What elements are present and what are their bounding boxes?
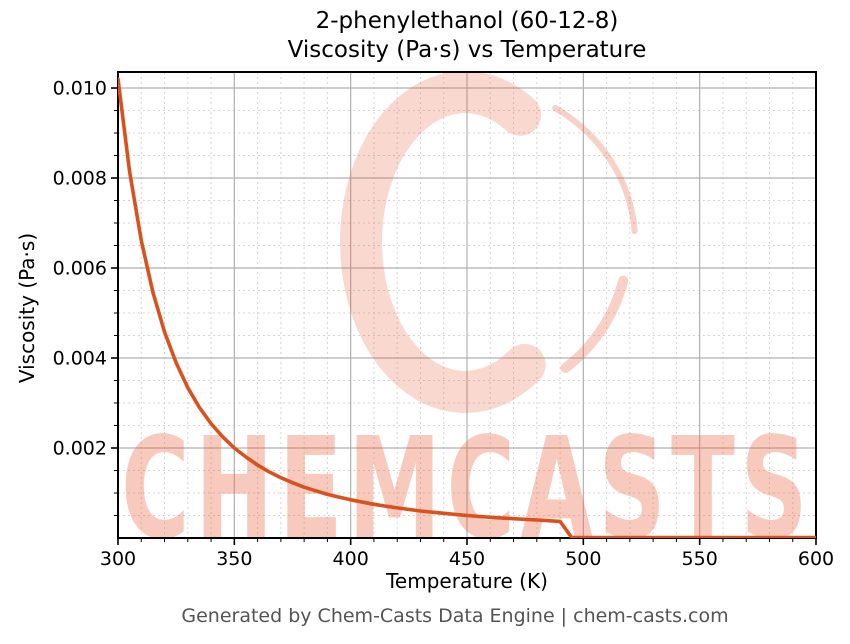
x-tick-label: 400 — [333, 548, 369, 570]
viscosity-curve — [118, 77, 816, 538]
watermark-logo-tail-bottom — [560, 275, 629, 374]
y-tick-label: 0.010 — [53, 78, 107, 100]
watermark-text: CHEMCASTS — [121, 408, 813, 571]
x-tick-label: 350 — [216, 548, 252, 570]
x-tick-label: 550 — [682, 548, 718, 570]
x-axis-label: Temperature (K) — [386, 569, 548, 593]
chart-title: 2-phenylethanol (60-12-8) Viscosity (Pa·… — [118, 7, 816, 65]
axis-ticks: 300 350 400 450 500 550 600 0.002 0.004 0.006 0.00… — [53, 78, 835, 570]
watermark-logo-tail-top — [552, 105, 638, 234]
y-tick-label: 0.004 — [53, 348, 107, 370]
chart-title-line1: 2-phenylethanol (60-12-8) — [315, 8, 619, 34]
chart-title-line2: Viscosity (Pa·s) vs Temperature — [287, 37, 647, 63]
watermark-logo-c — [339, 72, 546, 414]
x-tick-label: 450 — [449, 548, 485, 570]
y-axis-label: Viscosity (Pa·s) — [15, 232, 39, 384]
footer-credit: Generated by Chem-Casts Data Engine | ch… — [181, 605, 729, 627]
y-tick-label: 0.002 — [53, 438, 107, 460]
x-tick-label: 600 — [798, 548, 834, 570]
x-tick-label: 300 — [100, 548, 136, 570]
y-tick-label: 0.006 — [53, 258, 107, 280]
y-tick-label: 0.008 — [53, 168, 107, 190]
x-tick-label: 500 — [565, 548, 601, 570]
